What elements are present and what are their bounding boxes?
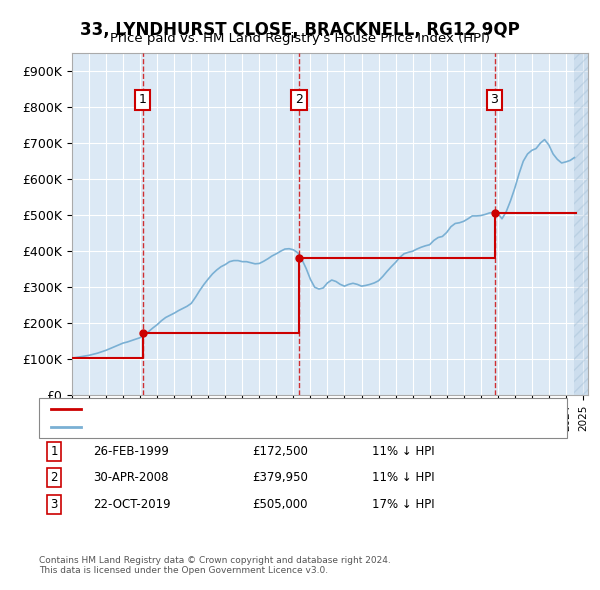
Text: 33, LYNDHURST CLOSE, BRACKNELL, RG12 9QP: 33, LYNDHURST CLOSE, BRACKNELL, RG12 9QP	[80, 21, 520, 39]
Text: 3: 3	[50, 498, 58, 511]
Text: £172,500: £172,500	[252, 445, 308, 458]
Text: 22-OCT-2019: 22-OCT-2019	[93, 498, 170, 511]
Text: 11% ↓ HPI: 11% ↓ HPI	[372, 471, 434, 484]
Text: 17% ↓ HPI: 17% ↓ HPI	[372, 498, 434, 511]
Text: 3: 3	[491, 93, 499, 106]
Text: 33, LYNDHURST CLOSE, BRACKNELL, RG12 9QP (detached house): 33, LYNDHURST CLOSE, BRACKNELL, RG12 9QP…	[87, 404, 428, 414]
Text: 1: 1	[139, 93, 146, 106]
Text: 11% ↓ HPI: 11% ↓ HPI	[372, 445, 434, 458]
Text: Price paid vs. HM Land Registry's House Price Index (HPI): Price paid vs. HM Land Registry's House …	[110, 32, 490, 45]
Text: HPI: Average price, detached house, Bracknell Forest: HPI: Average price, detached house, Brac…	[87, 422, 364, 431]
Text: £379,950: £379,950	[252, 471, 308, 484]
Text: 26-FEB-1999: 26-FEB-1999	[93, 445, 169, 458]
Text: 2: 2	[50, 471, 58, 484]
Text: Contains HM Land Registry data © Crown copyright and database right 2024.
This d: Contains HM Land Registry data © Crown c…	[39, 556, 391, 575]
Text: 30-APR-2008: 30-APR-2008	[93, 471, 169, 484]
Text: 1: 1	[50, 445, 58, 458]
Text: 2: 2	[295, 93, 303, 106]
Text: £505,000: £505,000	[252, 498, 308, 511]
